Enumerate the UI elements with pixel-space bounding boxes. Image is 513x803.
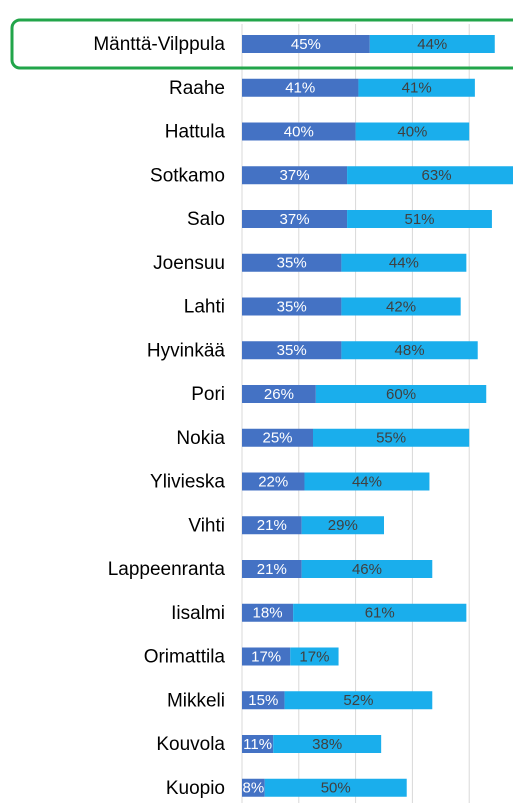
category-label: Lahti: [184, 297, 225, 318]
value-label: 63%: [422, 167, 452, 184]
category-label: Mikkeli: [167, 690, 225, 711]
value-label: 41%: [285, 80, 315, 97]
bar-segment: [347, 166, 513, 185]
value-label: 37%: [280, 211, 310, 228]
value-label: 40%: [284, 123, 314, 140]
value-label: 51%: [404, 211, 434, 228]
value-label: 17%: [251, 648, 281, 665]
value-label: 25%: [262, 430, 292, 447]
value-label: 44%: [389, 255, 419, 272]
category-label: Ylivieska: [150, 472, 225, 493]
bar-segment: [347, 210, 492, 228]
bar-segment: [341, 341, 478, 360]
bar-segment: [315, 385, 487, 403]
value-label: 41%: [402, 80, 432, 97]
value-label: 48%: [395, 342, 425, 359]
category-label: Hyvinkää: [147, 340, 226, 361]
bar-segment: [242, 472, 305, 491]
bar-segment: [242, 253, 342, 272]
bar-segment: [304, 472, 430, 491]
category-label: Lappeenranta: [108, 559, 226, 580]
category-label: Nokia: [176, 428, 225, 449]
category-label: Sotkamo: [150, 165, 225, 186]
category-label: Hattula: [165, 122, 226, 143]
bar-segment: [301, 560, 433, 578]
highlight-box: [10, 18, 513, 70]
category-label: Orimattila: [144, 647, 226, 668]
bar-segment: [355, 122, 470, 141]
value-label: 37%: [280, 167, 310, 184]
bar-segment: [242, 210, 348, 228]
bar-segment: [242, 428, 313, 447]
bar-segment: [273, 735, 382, 753]
value-label: 50%: [321, 780, 351, 797]
category-label: Joensuu: [153, 253, 225, 274]
bar-segment: [341, 297, 461, 316]
bar-segment: [290, 647, 339, 666]
category-label: Iisalmi: [171, 603, 225, 624]
category-label: Kuopio: [166, 778, 225, 799]
value-label: 8%: [243, 780, 265, 797]
category-label: Vihti: [188, 515, 225, 536]
category-label: Kouvola: [156, 734, 225, 755]
value-label: 35%: [277, 255, 307, 272]
value-label: 21%: [257, 517, 287, 534]
bar-segment: [242, 647, 291, 666]
bar-segment: [242, 778, 265, 797]
category-label: Raahe: [169, 78, 225, 99]
bar-segment: [242, 691, 285, 710]
bar-segment: [284, 691, 433, 710]
category-label: Pori: [191, 384, 225, 405]
value-label: 17%: [299, 648, 329, 665]
bar-segment: [242, 516, 302, 535]
bar-segment: [293, 603, 467, 622]
value-label: 40%: [397, 123, 427, 140]
bar-segment: [242, 297, 342, 316]
value-label: 26%: [264, 386, 294, 403]
bar-segment: [242, 122, 356, 141]
bar-segment: [301, 516, 384, 535]
bar-segment: [242, 603, 294, 622]
category-label: Salo: [187, 209, 225, 230]
bar-segment: [242, 166, 348, 185]
category-label: Mänttä-Vilppula: [93, 34, 225, 55]
bar-segment: [242, 385, 316, 403]
value-label: 18%: [253, 605, 283, 622]
value-label: 11%: [243, 736, 272, 753]
value-label: 29%: [328, 517, 358, 534]
value-label: 21%: [257, 561, 287, 578]
bar-segment: [242, 35, 370, 53]
value-label: 15%: [248, 692, 278, 709]
bar-segment: [358, 78, 475, 97]
bar-segment: [313, 428, 470, 447]
bar-segment: [341, 253, 467, 272]
value-label: 45%: [291, 36, 321, 53]
value-label: 22%: [258, 473, 288, 490]
value-label: 42%: [386, 298, 416, 315]
bar-segment: [264, 778, 407, 797]
bar-segment: [242, 341, 342, 360]
value-label: 44%: [417, 36, 447, 53]
bar-segment: [242, 78, 359, 97]
value-label: 46%: [352, 561, 382, 578]
value-label: 38%: [312, 736, 342, 753]
value-label: 61%: [365, 605, 395, 622]
value-label: 55%: [376, 430, 406, 447]
value-label: 52%: [343, 692, 373, 709]
value-label: 60%: [386, 386, 416, 403]
bar-segment: [242, 735, 274, 753]
value-label: 35%: [277, 298, 307, 315]
value-label: 44%: [352, 473, 382, 490]
value-label: 35%: [277, 342, 307, 359]
bar-segment: [369, 35, 495, 53]
bar-segment: [242, 560, 302, 578]
